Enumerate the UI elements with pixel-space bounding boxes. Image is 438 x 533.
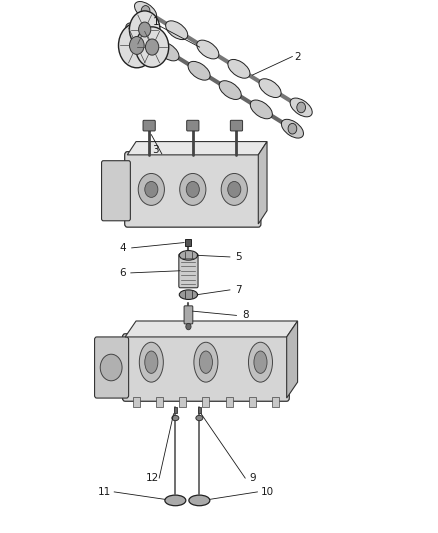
Ellipse shape	[219, 80, 241, 100]
Circle shape	[119, 23, 155, 68]
FancyBboxPatch shape	[184, 306, 193, 324]
Text: 11: 11	[98, 487, 111, 497]
Text: 7: 7	[235, 285, 242, 295]
Bar	[198, 407, 201, 413]
Circle shape	[141, 5, 150, 16]
Ellipse shape	[134, 2, 157, 20]
Ellipse shape	[172, 415, 179, 421]
Text: 12: 12	[146, 473, 159, 483]
Circle shape	[288, 123, 297, 134]
Ellipse shape	[250, 100, 272, 119]
Polygon shape	[258, 142, 267, 224]
Text: 5: 5	[235, 252, 242, 262]
Bar	[173, 407, 177, 413]
Ellipse shape	[196, 415, 203, 421]
Circle shape	[297, 102, 306, 113]
Polygon shape	[127, 142, 267, 155]
FancyBboxPatch shape	[187, 120, 199, 131]
Circle shape	[129, 11, 160, 48]
Ellipse shape	[228, 60, 250, 78]
Ellipse shape	[199, 351, 212, 373]
FancyBboxPatch shape	[125, 152, 261, 227]
FancyBboxPatch shape	[179, 254, 198, 288]
Circle shape	[135, 27, 169, 67]
Text: 8: 8	[242, 310, 248, 320]
Circle shape	[132, 27, 141, 37]
Bar	[249, 397, 256, 407]
Circle shape	[145, 181, 158, 197]
Text: 3: 3	[152, 144, 159, 155]
Text: 4: 4	[120, 243, 126, 253]
Polygon shape	[287, 321, 297, 398]
Circle shape	[221, 173, 247, 205]
Ellipse shape	[188, 61, 210, 80]
Ellipse shape	[157, 42, 179, 61]
FancyBboxPatch shape	[95, 337, 129, 398]
FancyBboxPatch shape	[123, 334, 289, 401]
Text: 9: 9	[250, 473, 256, 483]
Bar	[226, 397, 233, 407]
Circle shape	[138, 173, 164, 205]
Circle shape	[186, 324, 191, 330]
Circle shape	[228, 181, 241, 197]
Bar	[272, 397, 279, 407]
Circle shape	[100, 354, 122, 381]
Text: 6: 6	[119, 268, 125, 278]
Text: 2: 2	[294, 52, 301, 61]
Polygon shape	[125, 321, 297, 337]
Ellipse shape	[254, 351, 267, 373]
Text: 1: 1	[152, 17, 159, 27]
Ellipse shape	[281, 119, 304, 138]
Circle shape	[180, 173, 206, 205]
Circle shape	[186, 181, 199, 197]
Ellipse shape	[126, 23, 148, 42]
Text: 10: 10	[261, 487, 274, 497]
FancyBboxPatch shape	[230, 120, 243, 131]
Bar	[156, 397, 163, 407]
Ellipse shape	[194, 342, 218, 382]
Ellipse shape	[179, 290, 198, 300]
Ellipse shape	[166, 21, 188, 39]
Bar	[185, 239, 191, 246]
Ellipse shape	[197, 40, 219, 59]
Bar	[133, 397, 140, 407]
Circle shape	[138, 22, 151, 37]
Ellipse shape	[248, 342, 272, 382]
Ellipse shape	[259, 79, 281, 98]
FancyBboxPatch shape	[102, 161, 131, 221]
Ellipse shape	[165, 495, 186, 506]
Circle shape	[130, 37, 144, 54]
Ellipse shape	[179, 251, 198, 260]
Ellipse shape	[139, 342, 163, 382]
Circle shape	[145, 39, 159, 55]
Bar	[202, 397, 209, 407]
Ellipse shape	[290, 98, 312, 117]
Ellipse shape	[145, 351, 158, 373]
FancyBboxPatch shape	[143, 120, 155, 131]
Bar	[179, 397, 186, 407]
Ellipse shape	[189, 495, 210, 506]
